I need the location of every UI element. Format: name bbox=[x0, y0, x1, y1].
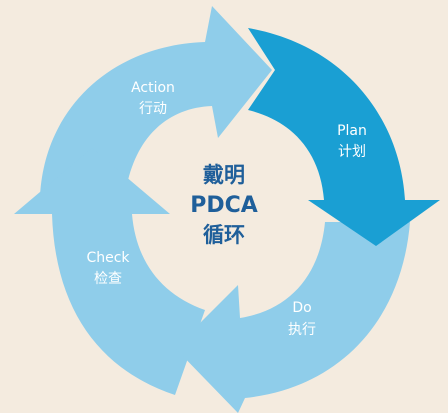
do-label-en: Do bbox=[292, 300, 311, 316]
center-title-line3: 循环 bbox=[203, 223, 245, 247]
center-title-line2: PDCA bbox=[190, 193, 258, 218]
check-arrow bbox=[14, 148, 205, 395]
plan-arrow bbox=[248, 28, 440, 246]
action-arrow bbox=[40, 6, 272, 196]
plan-label-en: Plan bbox=[337, 123, 367, 139]
action-label-en: Action bbox=[131, 80, 175, 96]
action-label-zh: 行动 bbox=[139, 101, 167, 117]
check-label-en: Check bbox=[86, 250, 130, 266]
check-label-zh: 检查 bbox=[94, 271, 122, 287]
do-arrow bbox=[175, 222, 410, 413]
plan-label-zh: 计划 bbox=[338, 144, 366, 160]
do-label-zh: 执行 bbox=[288, 322, 316, 338]
center-title-line1: 戴明 bbox=[203, 163, 245, 187]
